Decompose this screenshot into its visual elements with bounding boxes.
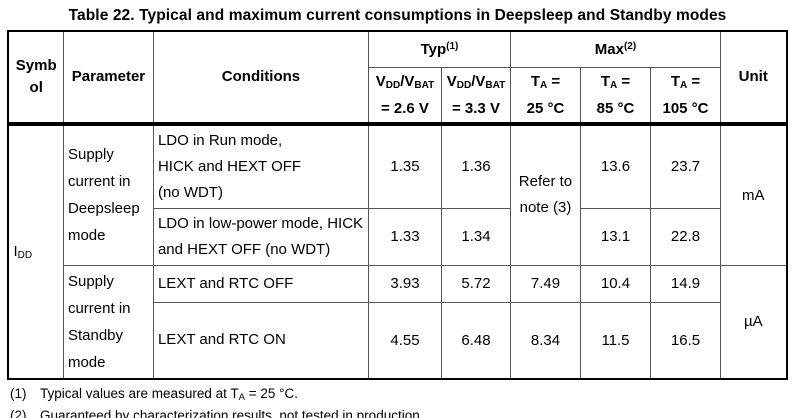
max-note-ref: (2) — [623, 40, 637, 52]
typ-label: Typ — [420, 40, 447, 58]
header-sub-row: VDD/VBAT = 2.6 V VDD/VBAT = 3.3 V TA = 2… — [8, 66, 786, 126]
table-row-standby-rtc-off: Supply current in Standby mode LEXT and … — [8, 264, 788, 379]
value-typ33-r3: 5.72 — [440, 264, 511, 303]
value-typ33-r2: 1.34 — [440, 207, 511, 266]
value-ta105-r2: 22.8 — [649, 207, 722, 266]
value-ta105-r3: 14.9 — [649, 264, 722, 303]
value-ta85-r3: 10.4 — [579, 264, 651, 303]
value-typ26-r4: 4.55 — [367, 301, 442, 380]
table-row-standby-rtc-on: LEXT and RTC ON 4.55 6.48 8.34 11.5 16.5 — [8, 301, 786, 380]
header-conditions: Conditions — [152, 30, 369, 126]
symbol-idd: IDD — [7, 123, 64, 379]
value-ta105-r1: 23.7 — [649, 123, 722, 209]
footnote-1: (1) Typical values are measured at TA = 2… — [10, 385, 299, 403]
value-typ26-r1: 1.35 — [367, 123, 442, 209]
unit-deepsleep: mA — [720, 123, 788, 266]
header-vdd-3v3: VDD/VBAT = 3.3 V — [440, 66, 511, 126]
parameter-standby: Supply current in Standby mode — [62, 264, 154, 379]
condition-lext-rtc-on: LEXT and RTC ON — [152, 301, 369, 380]
value-typ33-r1: 1.36 — [440, 123, 511, 209]
value-ta85-r1: 13.6 — [579, 123, 651, 209]
table-title: Table 22. Typical and maximum current co… — [68, 7, 727, 24]
value-ta25-r3: 7.49 — [509, 264, 581, 303]
header-unit: Unit — [720, 30, 788, 126]
max-label: Max — [594, 40, 624, 58]
typ-note-ref: (1) — [446, 40, 459, 52]
value-ta25-r4: 8.34 — [509, 301, 581, 380]
header-ta-105: TA = 105 °C — [649, 66, 722, 126]
header-ta-25: TA = 25 °C — [509, 66, 581, 126]
value-ta25-note: Refer to note (3) — [509, 123, 581, 266]
condition-ldo-run: LDO in Run mode, HICK and HEXT OFF (no W… — [152, 123, 369, 209]
value-ta85-r4: 11.5 — [579, 301, 651, 380]
header-vdd-2v6: VDD/VBAT = 2.6 V — [367, 66, 442, 126]
footnote-2: (2) Guaranteed by characterization result… — [10, 408, 424, 418]
header-ta-85: TA = 85 °C — [579, 66, 651, 126]
current-consumption-table: Symbol Parameter Conditions Typ(1) Max(2… — [7, 30, 788, 380]
value-ta85-r2: 13.1 — [579, 207, 651, 266]
value-typ26-r3: 3.93 — [367, 264, 442, 303]
table-row-deepsleep-lowpower: LDO in low-power mode, HICK and HEXT OFF… — [8, 207, 786, 266]
value-typ33-r4: 6.48 — [440, 301, 511, 380]
table-row-deepsleep-run: IDD Supply current in Deepsleep mode LDO… — [7, 123, 788, 379]
header-symbol: Symbol — [7, 30, 64, 126]
header-typ: Typ(1) — [367, 30, 511, 68]
parameter-deepsleep: Supply current in Deepsleep mode — [62, 123, 154, 266]
value-typ26-r2: 1.33 — [367, 207, 442, 266]
unit-standby: µA — [720, 264, 788, 379]
header-max: Max(2) — [509, 30, 722, 68]
condition-ldo-lowpower: LDO in low-power mode, HICK and HEXT OFF… — [152, 207, 369, 266]
condition-lext-rtc-off: LEXT and RTC OFF — [152, 264, 369, 303]
header-parameter: Parameter — [62, 30, 154, 126]
value-ta105-r4: 16.5 — [649, 301, 722, 380]
footnotes: (1) Typical values are measured at TA = 2… — [10, 385, 795, 418]
header-group-row: Symbol Parameter Conditions Typ(1) Max(2… — [7, 30, 788, 126]
